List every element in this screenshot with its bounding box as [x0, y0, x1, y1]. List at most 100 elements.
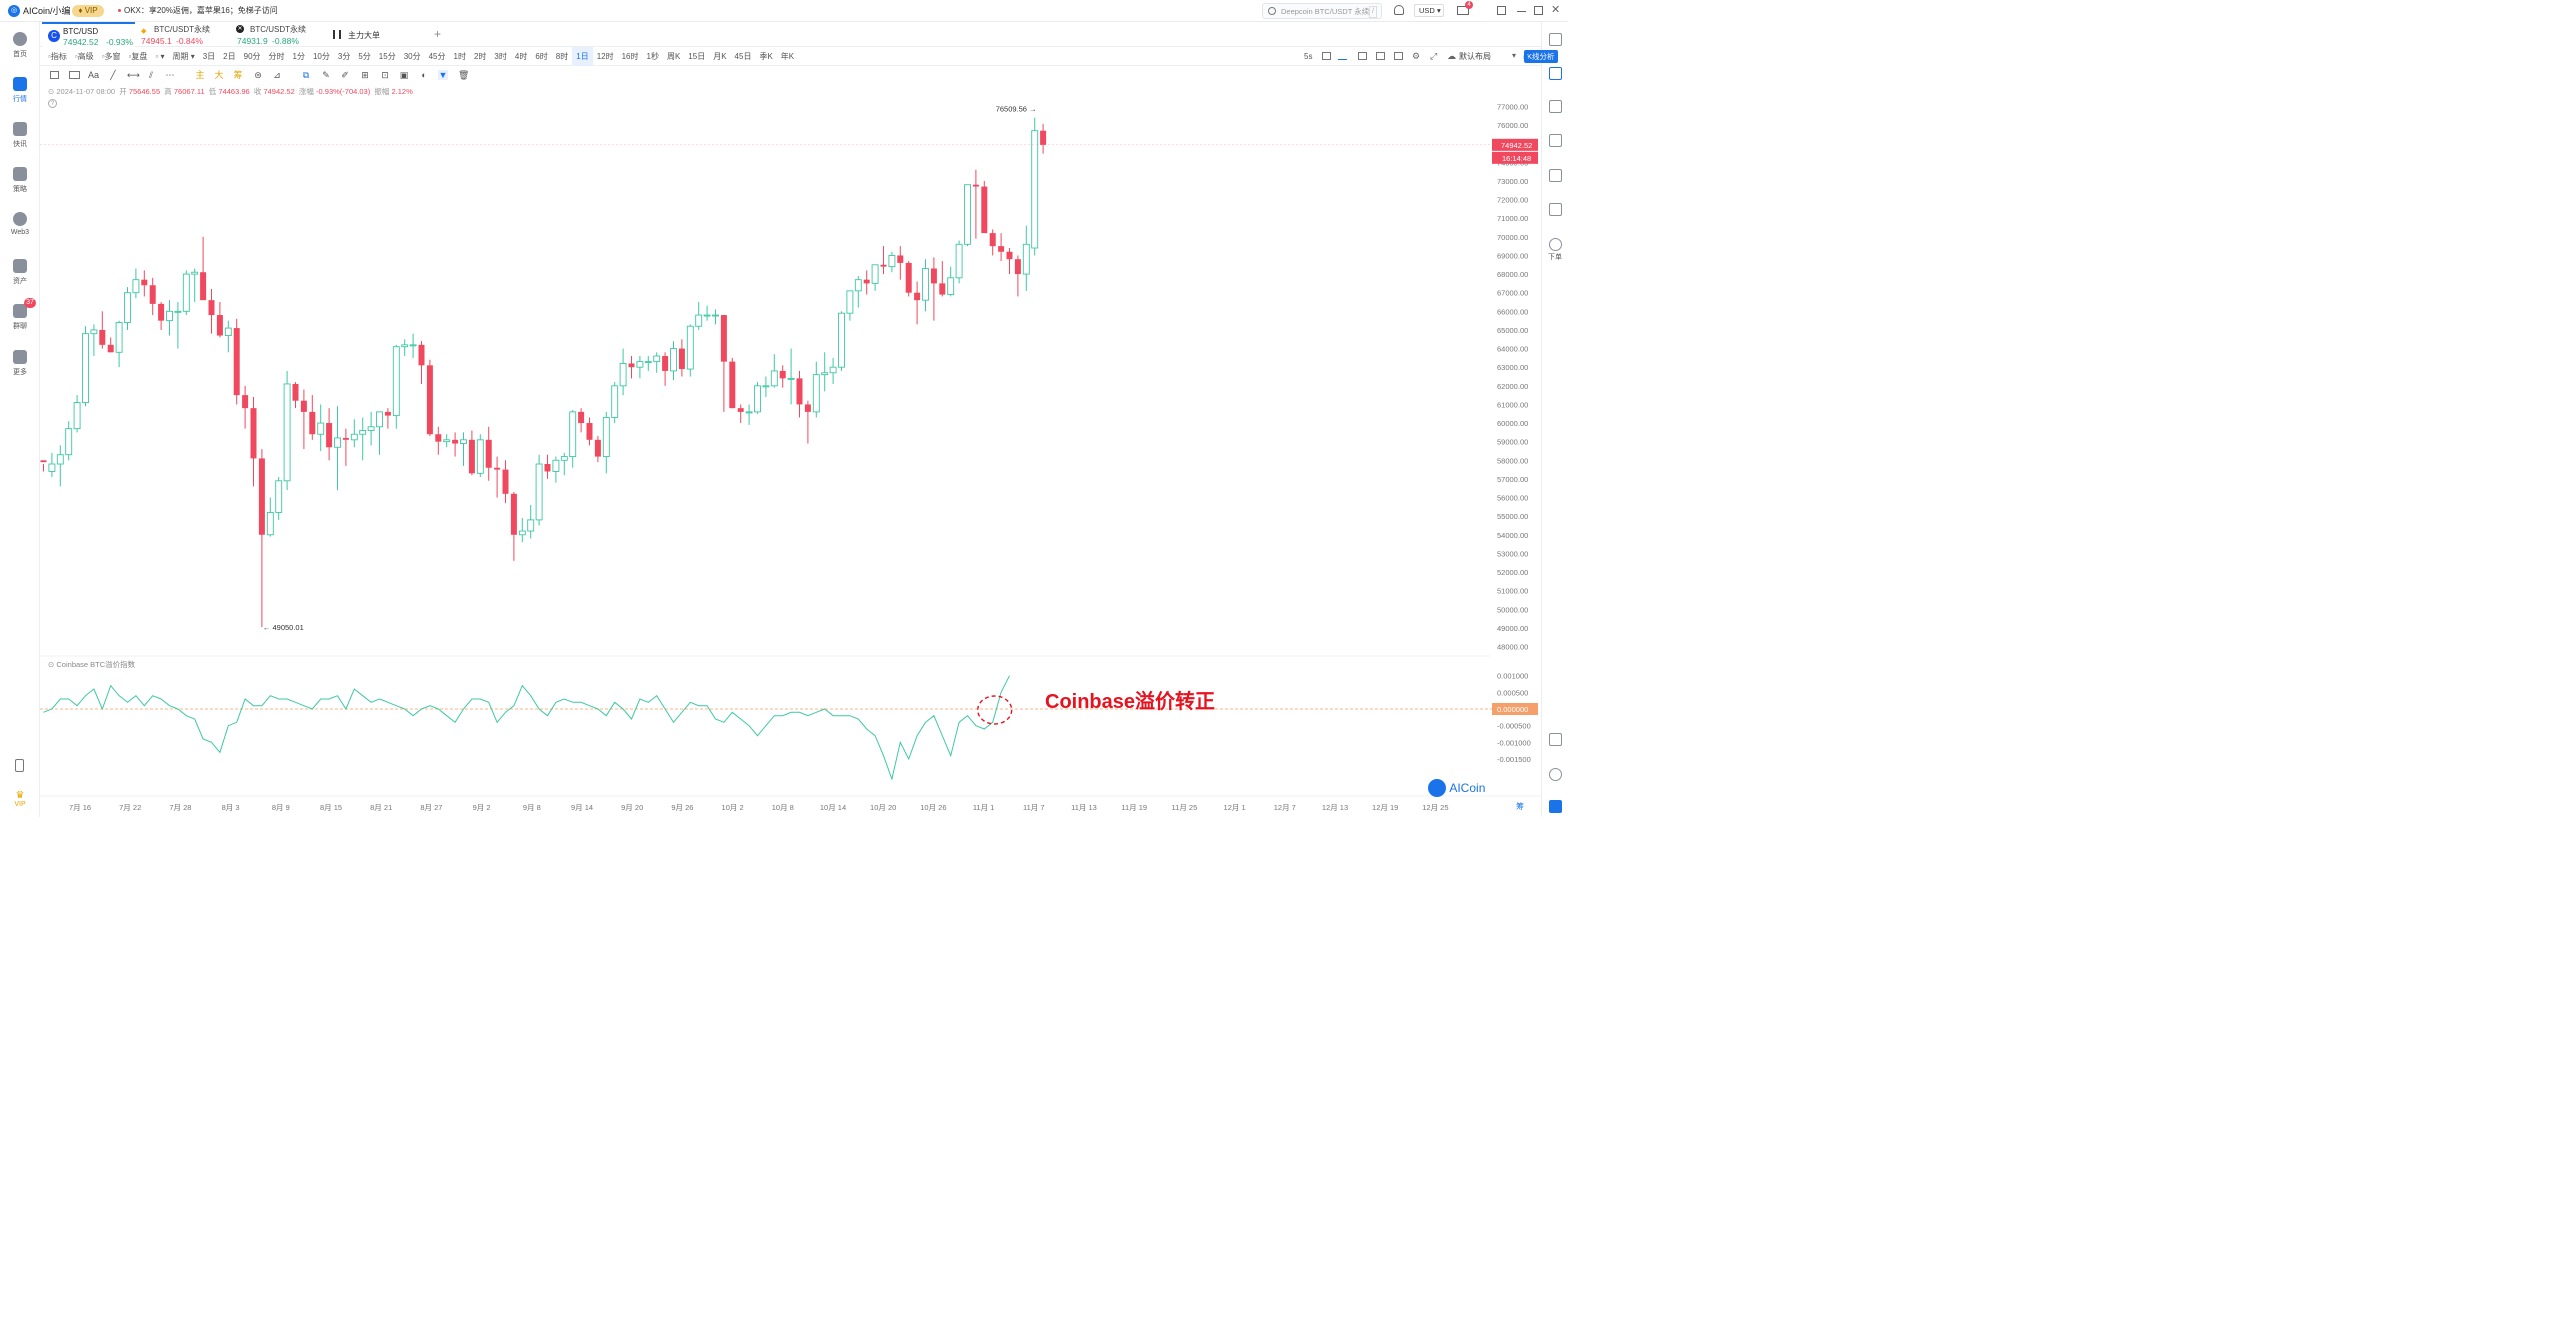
period-22[interactable]: 周K [666, 52, 681, 61]
chart-canvas[interactable]: 77000.0076000.0075000.0074000.0073000.00… [40, 84, 1541, 817]
compare-tool-icon[interactable]: ⊞ [361, 70, 369, 80]
period-26[interactable]: 季K [759, 52, 773, 61]
period-19[interactable]: 12时 [596, 52, 614, 61]
period-10[interactable]: 30分 [403, 52, 421, 61]
pencil-tool-icon[interactable]: ✎ [322, 70, 330, 80]
refresh-interval[interactable]: 5s [1304, 52, 1313, 61]
vip-badge[interactable]: ♦ VIP [72, 5, 104, 17]
tab-btc-usd[interactable]: C BTC/USD 74942.52 -0.93% [42, 22, 135, 47]
trend-icon[interactable] [1549, 134, 1562, 147]
period-8[interactable]: 5分 [358, 52, 371, 61]
mail-icon[interactable] [1457, 6, 1469, 15]
pocket-icon[interactable] [1549, 800, 1562, 813]
alarm-icon[interactable] [1549, 768, 1562, 781]
period-15[interactable]: 4时 [514, 52, 528, 61]
channel-tool-icon[interactable]: ⫽ [148, 70, 153, 80]
toolbar-button-3[interactable]: ▫多窗 [98, 47, 125, 66]
app-name[interactable]: AICoin/小编 [23, 6, 71, 16]
help-icon[interactable]: ? [48, 99, 57, 108]
settings-icon[interactable]: ⚙ [1412, 51, 1421, 61]
period-5[interactable]: 1分 [292, 52, 305, 61]
text-tool-icon[interactable]: Aa [88, 70, 100, 80]
period-20[interactable]: 16时 [621, 52, 639, 61]
indicator-collapse-icon[interactable]: ⊙ [48, 660, 55, 669]
restore-icon[interactable] [1534, 6, 1543, 15]
collapse-icon[interactable]: ⊙ [48, 87, 55, 96]
camera-icon[interactable] [1322, 52, 1331, 60]
copy-icon[interactable] [1549, 100, 1562, 113]
currency-select[interactable]: USD ▾ [1414, 4, 1444, 17]
detach-window-icon[interactable] [1497, 6, 1506, 15]
layout-select[interactable]: 默认布局 [1459, 52, 1491, 61]
period-11[interactable]: 45分 [428, 52, 446, 61]
share-icon[interactable]: ⋔ [1522, 51, 1530, 61]
tab-main-orders[interactable]: 主力大单 [330, 22, 426, 47]
period-6[interactable]: 10分 [312, 52, 330, 61]
period-27[interactable]: 年K [780, 52, 795, 61]
period-14[interactable]: 3时 [494, 52, 507, 61]
sidebar-item-vip[interactable]: ♛ VIP [0, 790, 40, 808]
cursor-tool-icon[interactable] [50, 71, 59, 79]
big-orders-toggle[interactable]: 大 [214, 70, 224, 80]
period-23[interactable]: 15日 [688, 52, 706, 61]
filter-tool-icon[interactable]: ▼ [438, 70, 448, 80]
ad-text[interactable]: OKX：享20%返佣，嘉苹果16；免梯子访问 [124, 6, 278, 15]
period-18[interactable]: 1日 [572, 47, 593, 66]
toolbar-button-1[interactable]: ▫指标 [44, 47, 71, 66]
calendar-icon[interactable] [1376, 52, 1385, 60]
period-4[interactable]: 分时 [268, 52, 285, 61]
toolbar-button-5[interactable]: ▫ ▾ [151, 47, 168, 66]
close-icon[interactable]: ✕ [1551, 4, 1561, 16]
period-24[interactable]: 月K [713, 52, 727, 61]
eye-tool-icon[interactable]: ◐ [421, 70, 427, 80]
toolbar-button-4[interactable]: ▫复盘 [125, 47, 152, 66]
tab-btc-usdt-perp-1[interactable]: ◆ BTC/USDT永续 74945.1 -0.84% [136, 22, 228, 47]
chips-toggle[interactable]: 筹 [233, 70, 243, 80]
image-tool-icon[interactable]: ▣ [399, 70, 409, 80]
order-label[interactable]: 下单 [1548, 254, 1562, 261]
message-icon[interactable] [1549, 169, 1562, 182]
sidebar-item-market[interactable]: 行情 [0, 77, 40, 104]
add-tab-icon[interactable]: + [434, 27, 442, 41]
copy-tool-icon[interactable]: ⧉ [302, 70, 310, 80]
trash-icon[interactable]: 🗑 [458, 70, 470, 80]
layout-icon[interactable] [1358, 52, 1367, 60]
line-tool-icon[interactable]: ╱ [110, 70, 116, 80]
period-3[interactable]: 90分 [243, 52, 261, 61]
bell-icon[interactable] [1394, 5, 1404, 15]
period-17[interactable]: 8时 [555, 52, 569, 61]
period-21[interactable]: 1秒 [646, 52, 659, 61]
order-icon[interactable] [1549, 238, 1562, 251]
orderbook-icon[interactable] [1549, 67, 1562, 80]
period-2[interactable]: 2日 [223, 52, 236, 61]
card-icon[interactable] [1549, 203, 1562, 216]
lock-tool-icon[interactable]: ⊡ [381, 70, 389, 80]
toolbar-button-2[interactable]: ▫高级 [71, 47, 98, 66]
period-1[interactable]: 3日 [202, 52, 216, 61]
rectangle-tool-icon[interactable] [69, 71, 80, 79]
minimize-icon[interactable] [1517, 11, 1526, 12]
indicator-settings-icon[interactable] [1394, 52, 1403, 60]
calculator-icon[interactable] [1549, 733, 1562, 746]
sidebar-item-news[interactable]: 快讯 [0, 122, 40, 149]
fullscreen-icon[interactable]: ⤢ [1430, 51, 1438, 61]
magnet-icon[interactable]: ⊜ [254, 70, 262, 80]
expand-icon[interactable] [1549, 33, 1562, 46]
period-16[interactable]: 6时 [535, 52, 548, 61]
period-9[interactable]: 15分 [378, 52, 396, 61]
sidebar-item-strategy[interactable]: 策略 [0, 167, 40, 194]
sidebar-item-home[interactable]: 首页 [0, 32, 40, 59]
chart-area[interactable]: 77000.0076000.0075000.0074000.0073000.00… [40, 84, 1541, 817]
sidebar-item-web3[interactable]: Web3 [0, 212, 40, 236]
phone-icon[interactable] [15, 759, 24, 772]
period-7[interactable]: 3分 [337, 52, 351, 61]
more-tools-icon[interactable]: ⋯ [165, 70, 175, 80]
pen-icon[interactable] [1337, 52, 1352, 60]
hline-tool-icon[interactable]: ⟷ [127, 70, 140, 80]
toolbar-button-6[interactable]: 周期 ▾ [168, 47, 198, 66]
tab-btc-usdt-perp-2[interactable]: ✕ BTC/USDT永续 74931.9 -0.88% [232, 22, 327, 47]
measure-icon[interactable]: ⊿ [273, 70, 281, 80]
search-box[interactable]: Deepcoin BTC/USDT 永续 / [1262, 3, 1382, 19]
kline-analysis-button[interactable]: K线分析 [1524, 50, 1558, 63]
main-chart-toggle[interactable]: 主 [195, 70, 205, 80]
